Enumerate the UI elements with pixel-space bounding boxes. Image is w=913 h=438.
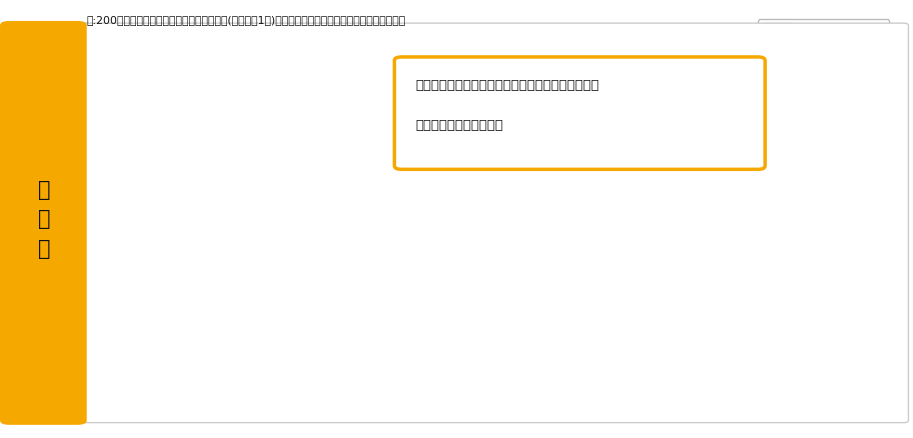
Text: 65万円: 65万円: [692, 309, 716, 318]
Text: 改
定
後: 改 定 後: [37, 180, 50, 258]
Bar: [457, 234, 514, 338]
Bar: [821, 300, 878, 350]
Bar: [685, 278, 723, 350]
Text: の補償を可能にします。: の補償を可能にします。: [415, 118, 503, 131]
Bar: [311, 191, 368, 350]
Bar: [311, 191, 368, 251]
Text: 「車両全損時復旧費用補償特約」で車価を上回る額: 「車両全損時復旧費用補償特約」で車価を上回る額: [415, 79, 600, 92]
Text: 145万円: 145万円: [324, 357, 355, 366]
Text: 125万円: 125万円: [397, 357, 428, 366]
Bar: [457, 234, 514, 350]
Bar: [539, 251, 578, 350]
Bar: [517, 119, 891, 362]
Text: 170万円: 170万円: [251, 357, 283, 366]
Text: 90万円: 90万円: [546, 357, 571, 366]
Bar: [603, 267, 659, 350]
Bar: [758, 289, 796, 350]
Text: 初度登録経過年数: 初度登録経過年数: [134, 388, 191, 401]
Text: 95万: 95万: [477, 282, 495, 291]
Bar: [676, 278, 732, 350]
Text: 75万円: 75万円: [620, 304, 643, 313]
Text: 105万円: 105万円: [470, 357, 501, 366]
Text: 90万円: 90万円: [547, 296, 570, 304]
Text: 例:200万円で新車を購入し、同月に新規契約(保険期間1年)を締結した場合における車両の補償額の推移: 例:200万円で新車を購入し、同月に新規契約(保険期間1年)を締結した場合におけ…: [87, 15, 406, 25]
Bar: [384, 212, 441, 294]
Text: 30万円: 30万円: [256, 175, 278, 184]
Text: 75万円: 75万円: [401, 249, 425, 258]
Bar: [612, 267, 650, 350]
Text: 200万円: 200万円: [179, 357, 210, 366]
Text: 55万円: 55万円: [329, 216, 352, 225]
Text: 45万円: 45万円: [838, 320, 861, 329]
Text: 65万円: 65万円: [692, 357, 717, 366]
Bar: [238, 163, 296, 196]
Bar: [166, 131, 223, 350]
Bar: [384, 212, 441, 350]
Text: 75万円: 75万円: [619, 357, 644, 366]
Text: 55万円: 55万円: [764, 357, 789, 366]
Text: 55万円: 55万円: [765, 314, 789, 324]
Bar: [238, 163, 296, 350]
Bar: [749, 289, 805, 350]
Bar: [530, 251, 587, 350]
Legend: 車両保険金額（時価相当額）: 車両保険金額（時価相当額）: [758, 20, 889, 39]
Text: 45万円: 45万円: [837, 357, 862, 366]
Bar: [830, 300, 869, 350]
